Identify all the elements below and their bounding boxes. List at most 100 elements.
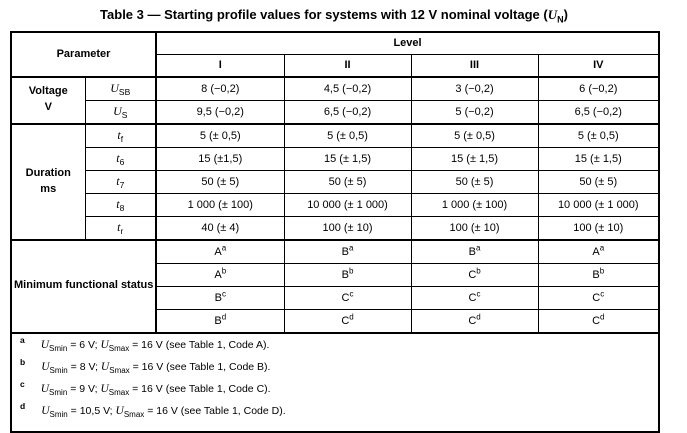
- table-row-tf: Duration ms tf 5 (± 0,5) 5 (± 0,5) 5 (± 0…: [10, 122, 660, 241]
- footnote-c: c USmin = 9 V; USmax = 16 V (see Table 1,…: [20, 380, 650, 397]
- status-class: B: [592, 268, 600, 281]
- value-cell: 5 (± 0,5): [155, 122, 285, 148]
- symbol-subscript: f: [120, 133, 124, 144]
- footnote-label: d: [20, 401, 26, 412]
- level-iv-header: IV: [537, 53, 660, 78]
- symbol-subscript: 6: [119, 156, 125, 167]
- footnote-text: = 16 V (see Table 1, Code C).: [129, 382, 271, 395]
- footnote-a: a USmin = 6 V; USmax = 16 V (see Table 1,…: [20, 336, 650, 353]
- level-i-header: I: [155, 53, 285, 78]
- value-cell: 6,5 (−0,2): [537, 99, 660, 125]
- footnotes-section: a USmin = 6 V; USmax = 16 V (see Table 1,…: [10, 331, 660, 433]
- title-suffix: ): [563, 7, 568, 22]
- value-cell: 40 (± 4): [155, 215, 285, 241]
- value-cell: 5 (± 0,5): [537, 122, 660, 148]
- value-cell: 10 000 (± 1 000): [537, 192, 660, 217]
- status-footnote-ref: c: [349, 288, 354, 298]
- param-symbol-t8: t8: [84, 192, 157, 217]
- table-row-usb: Voltage V USB 8 (−0,2) 4,5 (−0,2) 3 (−0,2…: [10, 75, 660, 125]
- footnotes-cell: a USmin = 6 V; USmax = 16 V (see Table 1,…: [10, 331, 660, 433]
- status-footnote-ref: a: [475, 242, 481, 252]
- footnote-b: b USmin = 8 V; USmax = 16 V (see Table 1,…: [20, 358, 650, 375]
- footnote-text: = 9 V;: [67, 382, 101, 395]
- value-cell: 5 (−0,2): [410, 99, 539, 125]
- symbol-letter: U: [113, 103, 122, 118]
- status-footnote-ref: d: [221, 311, 227, 321]
- symbol-subscript: Smin: [49, 387, 68, 397]
- value-cell: 4,5 (−0,2): [283, 75, 412, 101]
- title-symbol: U: [547, 7, 558, 22]
- footnote-text: = 16 V (see Table 1, Code A).: [129, 338, 270, 351]
- symbol-letter: U: [110, 80, 119, 95]
- table-row-t8: t8 1 000 (± 100) 10 000 (± 1 000) 1 000 …: [11, 192, 660, 217]
- status-cell: Bd: [155, 308, 285, 334]
- status-cell: Aa: [155, 238, 285, 264]
- status-footnote-ref: d: [349, 311, 354, 321]
- symbol-letter: t: [116, 196, 120, 211]
- value-cell: 3 (−0,2): [410, 75, 539, 101]
- value-cell: 15 (±1,5): [155, 146, 285, 171]
- symbol-subscript: S: [121, 109, 128, 120]
- value-cell: 8 (−0,2): [155, 75, 285, 101]
- value-cell: 5 (± 0,5): [283, 122, 412, 148]
- symbol-letter: U: [41, 360, 50, 373]
- status-cell: Cc: [410, 285, 539, 310]
- symbol-letter: U: [115, 404, 124, 417]
- value-cell: 50 (± 5): [155, 169, 285, 194]
- symbol-subscript: Smin: [49, 343, 68, 353]
- status-footnote-ref: b: [599, 265, 605, 275]
- value-cell: 1 000 (± 100): [410, 192, 539, 217]
- table-title: Table 3 — Starting profile values for sy…: [10, 7, 658, 25]
- status-footnote-ref: c: [221, 288, 226, 298]
- status-class: B: [341, 245, 349, 258]
- footnote-text: = 16 V (see Table 1, Code B).: [129, 360, 271, 373]
- status-class: B: [214, 314, 222, 327]
- value-cell: 50 (± 5): [537, 169, 660, 194]
- status-class: C: [592, 314, 601, 327]
- symbol-letter: t: [117, 219, 121, 234]
- status-footnote-ref: b: [221, 265, 227, 275]
- table-row-t7: t7 50 (± 5) 50 (± 5) 50 (± 5) 50 (± 5): [11, 169, 660, 194]
- parameter-header: Parameter: [10, 31, 157, 78]
- status-cell: Cc: [537, 285, 660, 310]
- value-cell: 15 (± 1,5): [537, 146, 660, 171]
- level-iii-header: III: [410, 53, 539, 78]
- level-ii-header: II: [283, 53, 412, 78]
- duration-group-unit: ms: [40, 182, 57, 195]
- symbol-subscript: 7: [119, 179, 125, 190]
- status-footnote-ref: c: [476, 288, 481, 298]
- status-class: A: [592, 245, 600, 258]
- status-cell: Cd: [410, 308, 539, 334]
- status-class: A: [214, 268, 222, 281]
- value-cell: 9,5 (−0,2): [155, 99, 285, 125]
- status-footnote-ref: b: [476, 265, 481, 275]
- value-cell: 100 (± 10): [283, 215, 412, 241]
- value-cell: 100 (± 10): [537, 215, 660, 241]
- value-cell: 6,5 (−0,2): [283, 99, 412, 125]
- header-row-1: Parameter Level: [10, 31, 660, 78]
- voltage-group-unit: V: [44, 101, 52, 114]
- footnote-text: = 16 V (see Table 1, Code D).: [144, 404, 286, 417]
- status-footnote-ref: a: [599, 242, 605, 252]
- value-cell: 5 (± 0,5): [410, 122, 539, 148]
- status-cell: Cb: [410, 262, 539, 287]
- status-cell: Ba: [283, 238, 412, 264]
- status-cell: Ba: [410, 238, 539, 264]
- symbol-subscript: Smin: [49, 365, 68, 375]
- param-symbol-us: US: [84, 99, 157, 125]
- level-header: Level: [155, 31, 660, 55]
- symbol-subscript: Smin: [49, 409, 68, 419]
- symbol-letter: t: [116, 150, 120, 165]
- symbol-subscript: Smax: [108, 343, 130, 353]
- status-cell: Bc: [155, 285, 285, 310]
- footnote-text: = 8 V;: [67, 360, 101, 373]
- symbol-subscript: r: [120, 225, 124, 236]
- table-row-status-c: Bc Cc Cc Cc: [11, 285, 660, 310]
- table-row-us: US 9,5 (−0,2) 6,5 (−0,2) 5 (−0,2) 6,5 (−…: [11, 99, 660, 125]
- param-symbol-usb: USB: [84, 75, 157, 101]
- status-class: B: [214, 291, 222, 304]
- status-class: C: [468, 314, 477, 327]
- footnote-label: b: [20, 357, 26, 368]
- symbol-letter: U: [100, 360, 110, 373]
- status-class: C: [341, 291, 350, 304]
